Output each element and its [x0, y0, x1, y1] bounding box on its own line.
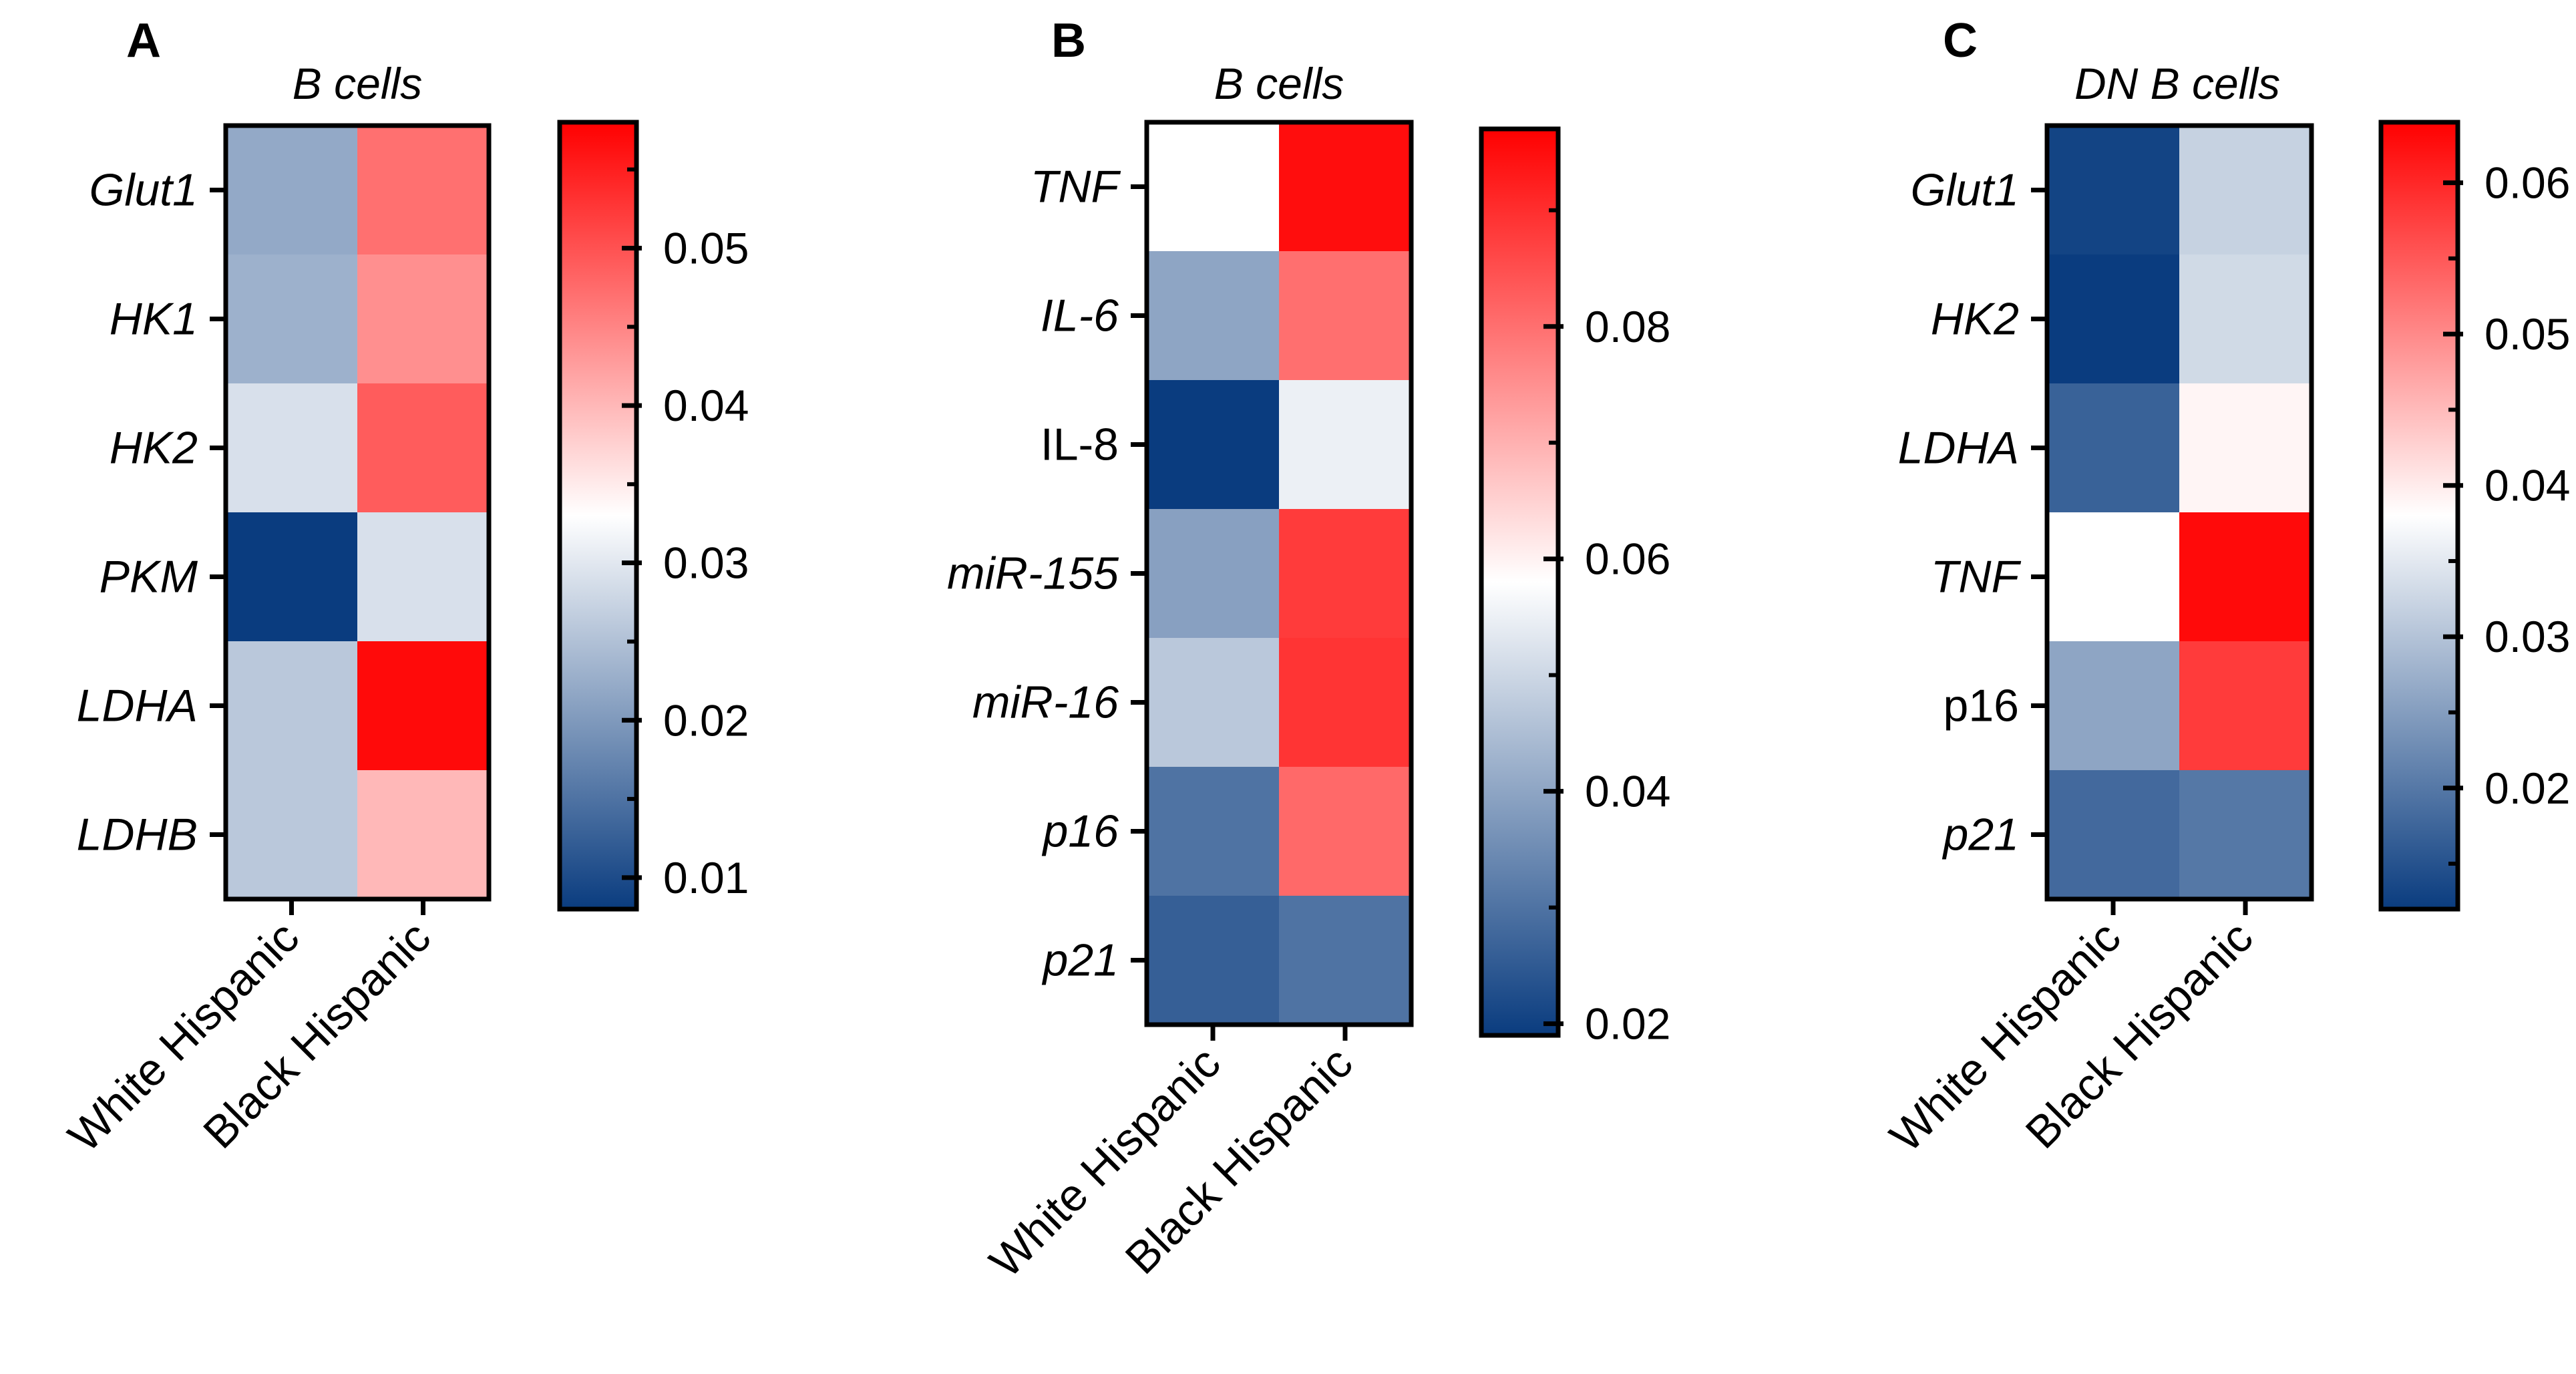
heatmap-cell — [1147, 767, 1279, 896]
heatmap-cell — [357, 512, 489, 641]
heatmap-cell — [1279, 896, 1411, 1025]
heatmap-cell — [226, 641, 357, 770]
heatmap-cell — [357, 641, 489, 770]
heatmap-cell — [226, 254, 357, 383]
panel-letter-a: A — [126, 14, 161, 67]
row-label: HK1 — [110, 294, 198, 345]
row-label: PKM — [100, 552, 198, 603]
row-label: p21 — [1942, 810, 2019, 860]
panel-c-title: DN B cells — [2074, 59, 2280, 108]
heatmap-frame — [223, 123, 492, 902]
colorbar-tick-label: 0.05 — [663, 223, 749, 273]
heatmap-cell — [226, 512, 357, 641]
colorbar-tick-label: 0.05 — [2485, 309, 2570, 359]
colorbar-gradient — [1479, 126, 1561, 1038]
heatmap-cell — [2047, 126, 2179, 254]
heatmap-cell — [2179, 770, 2312, 899]
heatmap-cell — [1147, 380, 1279, 509]
heatmap-cell — [1279, 509, 1411, 638]
heatmap-cell — [2179, 641, 2312, 770]
panel-c-heatmap: Glut1 HK2 LDHA TNF p16 p21 White HispanicBlack… — [1880, 123, 2314, 1162]
panel-a-title: B cells — [293, 59, 422, 108]
heatmap-cell — [357, 383, 489, 512]
panel-b: B B cells TNF IL-6 IL-8 miR-155 miR-16 p16 p21… — [947, 14, 1670, 1287]
heatmap-cell — [1147, 122, 1279, 251]
column-label: White Hispanic — [980, 1037, 1230, 1287]
heatmap-cell — [226, 383, 357, 512]
panel-a-heatmap: Glut1 HK1 HK2 PKM LDHA LDHB White HispanicBlac… — [59, 123, 492, 1162]
row-label: IL-6 — [1041, 291, 1119, 341]
colorbar-tick-label: 0.04 — [663, 381, 749, 430]
row-label: LDHA — [77, 681, 198, 731]
column-label: White Hispanic — [59, 912, 309, 1162]
column-label: Black Hispanic — [2016, 912, 2263, 1158]
heatmap-cell — [2047, 254, 2179, 383]
row-label: p21 — [1042, 935, 1119, 986]
heatmap-cell — [2047, 641, 2179, 770]
panel-b-title: B cells — [1214, 59, 1344, 108]
colorbar-tick-label: 0.04 — [1585, 767, 1670, 816]
colorbar-tick-label: 0.01 — [663, 853, 749, 902]
panel-c-colorbar: 0.02 0.03 0.04 0.05 0.06 — [2378, 120, 2570, 912]
row-label: LDHA — [1898, 423, 2019, 474]
heatmap-cell — [2179, 512, 2312, 641]
colorbar-tick-label: 0.02 — [663, 695, 749, 745]
heatmap-cell — [1279, 251, 1411, 380]
heatmap-cell — [226, 126, 357, 254]
heatmap-cell — [226, 770, 357, 899]
colorbar-tick-label: 0.03 — [663, 538, 749, 588]
column-label: White Hispanic — [1880, 912, 2130, 1162]
heatmap-cell — [1279, 122, 1411, 251]
panel-b-heatmap: TNF IL-6 IL-8 miR-155 miR-16 p16 p21 White Hisp… — [947, 120, 1414, 1287]
heatmap-cell — [1147, 638, 1279, 767]
panel-a-colorbar: 0.01 0.02 0.03 0.04 0.05 — [557, 120, 749, 912]
heatmap-cell — [357, 254, 489, 383]
panel-a: A B cells Glut1 HK1 HK2 PKM LDHA LDHB White Hi… — [59, 14, 749, 1162]
heatmap-cell — [2179, 254, 2312, 383]
colorbar-tick-label: 0.06 — [1585, 534, 1670, 584]
colorbar-gradient — [557, 120, 639, 912]
row-label: IL-8 — [1041, 419, 1119, 470]
row-label: Glut1 — [1910, 165, 2019, 216]
heatmap-cell — [1279, 380, 1411, 509]
row-label: TNF — [1031, 162, 1121, 212]
row-label: p16 — [1944, 681, 2019, 731]
row-label: Glut1 — [89, 165, 198, 216]
column-label: Black Hispanic — [194, 912, 440, 1158]
colorbar-tick-label: 0.02 — [2485, 763, 2570, 813]
colorbar-tick-label: 0.02 — [1585, 999, 1670, 1049]
heatmap-cell — [2179, 383, 2312, 512]
column-label: Black Hispanic — [1116, 1037, 1362, 1284]
panel-letter-b: B — [1051, 14, 1086, 67]
row-label: HK2 — [110, 423, 198, 474]
heatmap-cell — [1147, 896, 1279, 1025]
row-label: miR-16 — [972, 677, 1119, 728]
colorbar-tick-label: 0.04 — [2485, 461, 2570, 510]
heatmap-cell — [357, 770, 489, 899]
heatmap-cell — [1279, 638, 1411, 767]
panel-letter-c: C — [1943, 14, 1978, 67]
row-label: HK2 — [1931, 294, 2019, 345]
colorbar-tick-label: 0.06 — [2485, 158, 2570, 208]
heatmap-cell — [2179, 126, 2312, 254]
colorbar-tick-label: 0.08 — [1585, 302, 1670, 351]
colorbar-gradient — [2378, 120, 2460, 912]
heatmap-cell — [2047, 770, 2179, 899]
colorbar-tick-label: 0.03 — [2485, 612, 2570, 661]
heatmap-cell — [2047, 383, 2179, 512]
row-label: p16 — [1042, 806, 1119, 857]
row-label: miR-155 — [947, 548, 1119, 599]
heatmap-cell — [357, 126, 489, 254]
heatmap-frame — [2044, 123, 2314, 902]
heatmap-cell — [1147, 509, 1279, 638]
heatmap-cell — [2047, 512, 2179, 641]
row-label: LDHB — [77, 810, 198, 860]
panel-b-colorbar: 0.02 0.04 0.06 0.08 — [1479, 126, 1670, 1049]
panel-c: C DN B cells Glut1 HK2 LDHA TNF p16 p21 White … — [1880, 14, 2570, 1162]
heatmap-cell — [1279, 767, 1411, 896]
heatmap-cell — [1147, 251, 1279, 380]
row-label: TNF — [1931, 552, 2022, 603]
